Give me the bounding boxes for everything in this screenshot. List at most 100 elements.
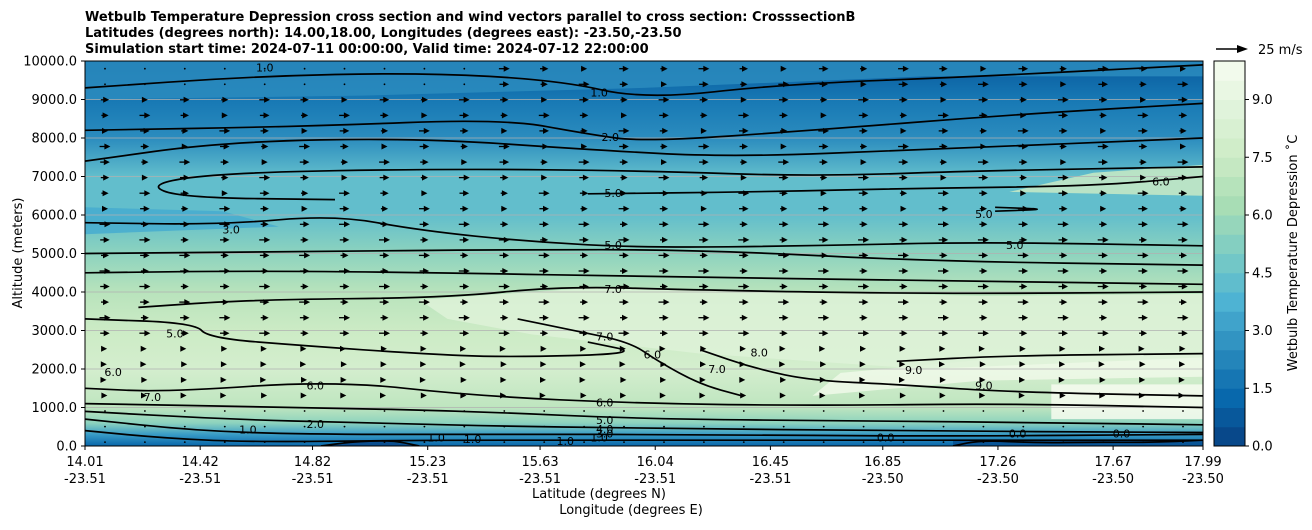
wind-vector-head	[1098, 361, 1105, 368]
wind-vector-435	[700, 205, 707, 212]
wind-vector-380	[738, 236, 750, 243]
wind-vector-head	[782, 314, 789, 321]
wind-vector-425	[301, 205, 308, 212]
wind-vector-625	[458, 96, 470, 103]
contour-line-0	[85, 64, 1203, 97]
wind-vector-10	[503, 441, 506, 443]
wind-vector-head	[303, 314, 310, 321]
wind-vector-65	[463, 410, 466, 412]
wind-vector-427	[380, 205, 389, 212]
wind-vector-264	[580, 299, 589, 306]
wind-vector-head	[181, 361, 188, 368]
wind-vector-head	[1181, 112, 1188, 119]
wind-vector-head	[103, 159, 110, 166]
wind-vector-head	[619, 361, 626, 368]
wind-vector-head	[542, 236, 549, 243]
wind-vector-374	[498, 236, 510, 243]
wind-vector-51	[1022, 425, 1025, 428]
wind-vector-head	[221, 112, 228, 119]
wind-vector-636	[899, 96, 908, 103]
x-tick-lat-label-1: 14.42	[182, 455, 219, 470]
contour-line-9	[138, 286, 1203, 309]
colorbar-band-5	[1214, 330, 1245, 351]
wind-vector-dot	[1062, 441, 1065, 443]
wind-vector-head	[503, 236, 510, 243]
wind-vector-441	[938, 205, 949, 212]
wind-vector-291	[540, 283, 549, 290]
wind-vector-head	[579, 361, 586, 368]
wind-vector-head	[859, 376, 866, 383]
x-tick-lon-label-10: -23.50	[1182, 472, 1224, 487]
wind-vector-160	[899, 361, 906, 368]
contour-label-18: 5.0	[166, 327, 184, 340]
contour-line-17	[85, 418, 1203, 437]
wind-vector-head	[582, 299, 589, 306]
wind-vector-head	[982, 283, 989, 290]
wind-vector-head	[382, 221, 389, 228]
wind-vector-26	[1142, 441, 1144, 443]
wind-vector-dot	[1102, 425, 1105, 428]
wind-vector-head	[901, 190, 908, 197]
wind-vector-head	[663, 299, 670, 306]
wind-vector-head	[141, 376, 148, 383]
wind-vector-14	[663, 441, 665, 443]
wind-vector-267	[699, 299, 708, 306]
wind-vector-142	[181, 361, 188, 368]
wind-vector-dot	[343, 441, 346, 443]
wind-vector-97	[620, 392, 627, 399]
wind-vector-dot	[982, 425, 985, 428]
wind-vector-head	[460, 376, 467, 383]
wind-vector-head	[1019, 376, 1026, 383]
wind-vector-head	[1141, 65, 1148, 72]
wind-vector-head	[543, 112, 550, 119]
wind-vector-11	[543, 441, 546, 443]
wind-vector-346	[499, 252, 509, 259]
wind-vector-645	[144, 83, 146, 86]
wind-vector-dot	[1142, 410, 1144, 412]
wind-vector-head	[260, 361, 267, 368]
wind-vector-head	[823, 268, 830, 274]
colorbar-band-13	[1214, 176, 1245, 197]
wind-vectors	[99, 65, 1189, 443]
wind-vector-417	[1099, 221, 1108, 228]
wind-vector-231	[380, 314, 389, 321]
wind-vector-173	[300, 345, 307, 352]
wind-vector-505	[141, 159, 149, 166]
wind-vector-630	[658, 96, 670, 103]
wind-vector-dot	[583, 441, 585, 443]
wind-vector-394	[180, 221, 190, 228]
wind-vector-314	[339, 268, 350, 274]
wind-vector-353	[778, 252, 790, 259]
wind-vector-head	[261, 392, 268, 399]
wind-vector-head	[423, 268, 430, 274]
wind-vector-head	[1102, 143, 1109, 150]
wind-vector-103	[859, 392, 866, 399]
wind-vector-545	[619, 143, 629, 150]
wind-vector-head	[981, 314, 988, 321]
wind-vector-head	[463, 96, 470, 103]
wind-vector-head	[902, 314, 909, 321]
wind-vector-head	[783, 299, 790, 306]
wind-vector-80	[1062, 410, 1065, 412]
contour-label-30: 0.0	[1009, 427, 1027, 440]
wind-vector-637	[940, 96, 947, 103]
wind-vector-6	[343, 441, 346, 443]
wind-vector-head	[1019, 345, 1026, 352]
wind-vector-579	[859, 127, 868, 134]
wind-vector-head	[422, 283, 429, 290]
wind-vector-head	[819, 345, 826, 352]
wind-vector-572	[580, 127, 588, 134]
wind-vector-head	[701, 190, 708, 197]
wind-vector-head	[180, 392, 187, 399]
wind-vector-head	[224, 314, 231, 321]
contour-line-3	[157, 166, 1203, 201]
wind-vector-dot	[663, 441, 665, 443]
colorbar-band-15	[1214, 138, 1245, 158]
wind-vector-head	[463, 314, 470, 321]
wind-vector-head	[542, 268, 549, 274]
wind-vector-head	[981, 127, 987, 134]
wind-vector-468	[899, 190, 908, 197]
wind-vector-675	[223, 67, 226, 70]
wind-vector-head	[500, 376, 507, 383]
contour-label-15: 6.0	[104, 366, 122, 379]
